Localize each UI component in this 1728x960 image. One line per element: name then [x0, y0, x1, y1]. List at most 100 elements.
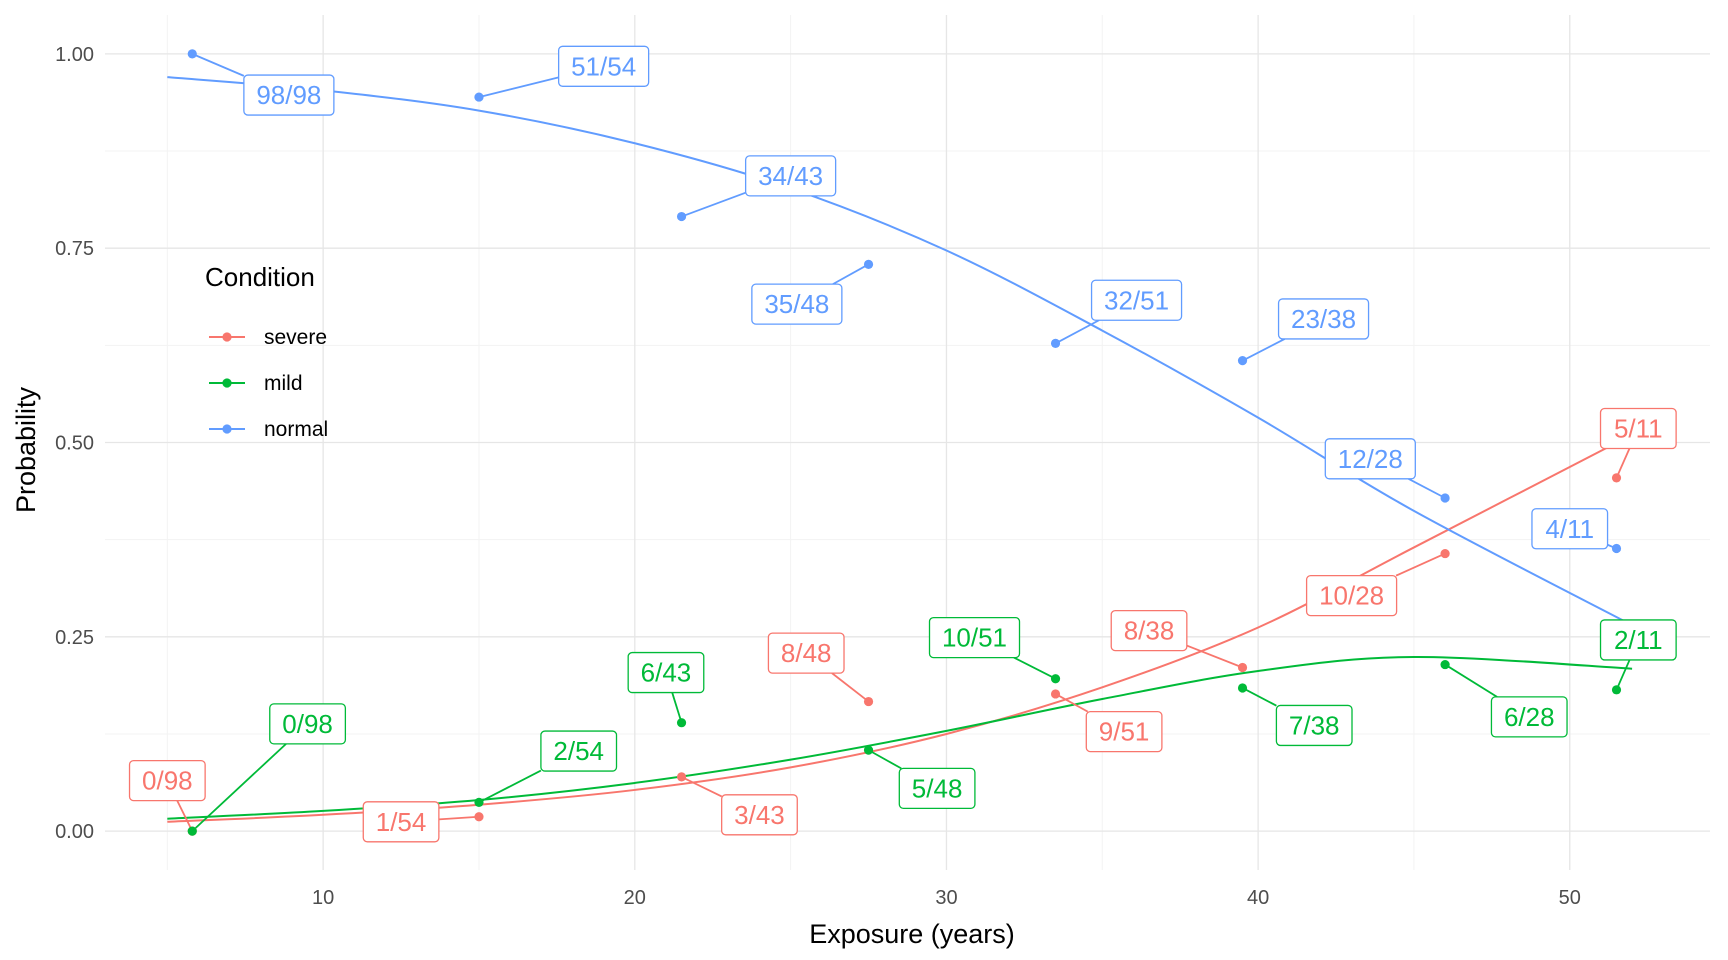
point-normal	[1237, 356, 1248, 366]
y-tick-label: 0.00	[55, 821, 94, 843]
leader-normal	[681, 191, 746, 218]
leader-mild	[1615, 659, 1631, 691]
leader-mild	[191, 743, 287, 832]
point-mild	[1611, 685, 1622, 695]
data-label-normal: 35/48	[764, 289, 829, 319]
data-label-normal: 32/51	[1104, 285, 1169, 315]
label-box-mild	[540, 730, 618, 772]
label-leaders	[176, 53, 1631, 832]
leader-normal	[832, 263, 869, 285]
leader-normal	[1408, 478, 1446, 499]
fit-line-normal	[167, 76, 1633, 627]
data-label-mild: 2/54	[553, 736, 604, 766]
label-box-normal	[1531, 508, 1609, 550]
data-label-mild: 0/98	[282, 709, 333, 739]
label-box-severe	[1110, 609, 1188, 652]
leader-mild	[1444, 663, 1498, 698]
label-box-severe	[362, 801, 440, 843]
data-label-normal: 12/28	[1338, 444, 1403, 474]
label-box-severe	[128, 759, 206, 802]
data-label-normal: 23/38	[1291, 304, 1356, 334]
point-severe	[1611, 473, 1622, 483]
x-axis-title: Exposure (years)	[809, 919, 1015, 949]
point-severe	[1050, 689, 1061, 699]
data-label-severe: 5/11	[1614, 414, 1663, 444]
y-tick-label: 1.00	[55, 44, 94, 66]
leader-normal	[478, 76, 559, 98]
label-box-normal	[744, 155, 837, 197]
data-label-severe: 3/43	[734, 800, 785, 830]
label-box-mild	[1599, 619, 1677, 661]
label-box-severe	[767, 632, 845, 674]
point-normal	[863, 259, 874, 269]
label-box-normal	[557, 45, 650, 87]
label-box-mild	[1490, 696, 1568, 738]
leader-severe	[438, 815, 480, 821]
point-mild	[1440, 659, 1450, 670]
point-severe	[1440, 548, 1450, 559]
point-mild	[474, 797, 484, 807]
data-label-normal: 4/11	[1545, 514, 1594, 544]
label-box-normal	[243, 74, 335, 116]
data-label-severe: 9/51	[1099, 717, 1150, 747]
label-box-severe	[1599, 407, 1677, 450]
label-box-mild	[928, 616, 1021, 659]
label-box-severe	[721, 794, 798, 836]
data-label-mild: 5/48	[912, 773, 963, 803]
label-box-mild	[898, 767, 976, 810]
point-severe	[676, 772, 687, 782]
label-box-mild	[269, 703, 347, 745]
y-tick-label: 0.75	[55, 238, 94, 260]
leader-severe	[176, 800, 194, 832]
legend-entry-severe: severe	[264, 326, 327, 349]
point-mild	[1237, 683, 1248, 693]
data-label-severe: 10/28	[1319, 581, 1384, 611]
leader-normal	[1242, 338, 1286, 362]
data-label-normal: 98/98	[256, 80, 321, 110]
y-tick-label: 0.25	[55, 627, 94, 649]
data-label-mild: 7/38	[1289, 710, 1340, 740]
leader-severe	[1186, 644, 1243, 669]
leader-severe	[1615, 448, 1631, 479]
data-label-mild: 10/51	[942, 623, 1007, 653]
label-box-mild	[1275, 704, 1353, 747]
leader-normal	[191, 53, 245, 77]
legend-entry-mild: mild	[264, 372, 303, 395]
label-box-severe	[1085, 710, 1163, 753]
data-label-mild: 6/28	[1504, 702, 1555, 732]
point-mild	[187, 826, 197, 836]
x-tick-label: 50	[1559, 887, 1581, 909]
data-label-severe: 0/98	[142, 766, 193, 796]
data-label-severe: 8/38	[1124, 616, 1175, 646]
point-normal	[187, 49, 197, 59]
point-normal	[1440, 493, 1450, 503]
label-box-normal	[751, 283, 843, 325]
leader-normal	[1055, 319, 1100, 345]
legend: Condition severe mild normal	[205, 262, 328, 441]
label-box-normal	[1090, 279, 1183, 321]
leader-severe	[1055, 693, 1089, 713]
point-mild	[1050, 674, 1061, 684]
legend-key-point-normal	[222, 424, 232, 434]
point-severe	[1237, 662, 1248, 673]
x-tick-label: 10	[312, 887, 334, 909]
leader-mild	[1013, 656, 1056, 680]
label-box-severe	[1305, 574, 1398, 617]
point-severe	[863, 696, 874, 707]
data-label-normal: 51/54	[571, 51, 636, 81]
label-box-normal	[1324, 438, 1416, 480]
fit-line-severe	[167, 433, 1633, 823]
point-mild	[863, 745, 874, 755]
data-label-severe: 1/54	[376, 807, 427, 837]
data-label-mild: 2/11	[1614, 625, 1663, 655]
data-label-mild: 6/43	[641, 658, 692, 688]
point-normal	[1050, 338, 1061, 348]
legend-key-point-mild	[222, 378, 232, 388]
point-normal	[1611, 543, 1622, 554]
data-label-severe: 8/48	[781, 638, 832, 668]
leader-mild	[1242, 687, 1277, 707]
axes: 10 20 30 40 50 0.00 0.25 0.50 0.75 1.00	[55, 44, 1581, 909]
legend-title: Condition	[205, 262, 315, 292]
leader-mild	[478, 769, 542, 804]
